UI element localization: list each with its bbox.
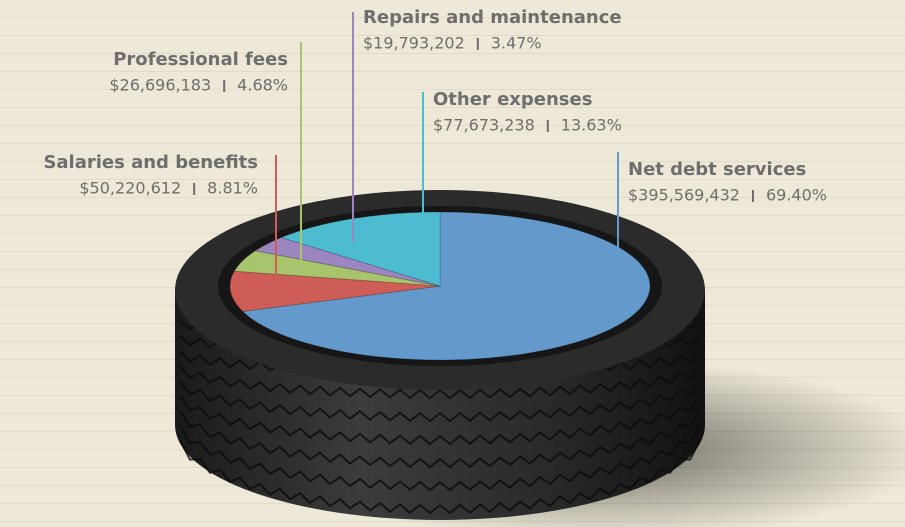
- pie-slice: [229, 270, 441, 312]
- slice-amount: $77,673,238: [433, 116, 535, 135]
- slice-percent: 69.40%: [766, 186, 827, 205]
- slice-percent: 4.68%: [237, 76, 288, 95]
- slice-amount: $50,220,612: [79, 179, 181, 198]
- slice-title: Other expenses: [433, 89, 592, 110]
- labels: Net debt services $395,569,432 69.40% Salar…: [43, 7, 827, 296]
- slice-title: Repairs and maintenance: [363, 7, 622, 28]
- slice-title: Salaries and benefits: [43, 152, 258, 173]
- slice-amount: $19,793,202: [363, 34, 465, 53]
- slice-percent: 3.47%: [491, 34, 542, 53]
- pie-slice: [241, 211, 651, 361]
- slice-percent: 13.63%: [561, 116, 622, 135]
- pie: [229, 211, 651, 361]
- slice-title: Professional fees: [113, 49, 288, 70]
- tread-line: [179, 410, 701, 469]
- slice-title: Net debt services: [628, 159, 806, 180]
- slice-percent: 8.81%: [207, 179, 258, 198]
- tread-line: [179, 425, 701, 492]
- pie-slice: [233, 250, 441, 287]
- slice-amount: $26,696,183: [109, 76, 211, 95]
- tread-line: [179, 440, 701, 515]
- tread-line: [179, 395, 701, 446]
- slice-amount: $395,569,432: [628, 186, 740, 205]
- tread-line: [179, 380, 701, 423]
- tread-line: [179, 365, 701, 400]
- puck-tread: [179, 319, 701, 515]
